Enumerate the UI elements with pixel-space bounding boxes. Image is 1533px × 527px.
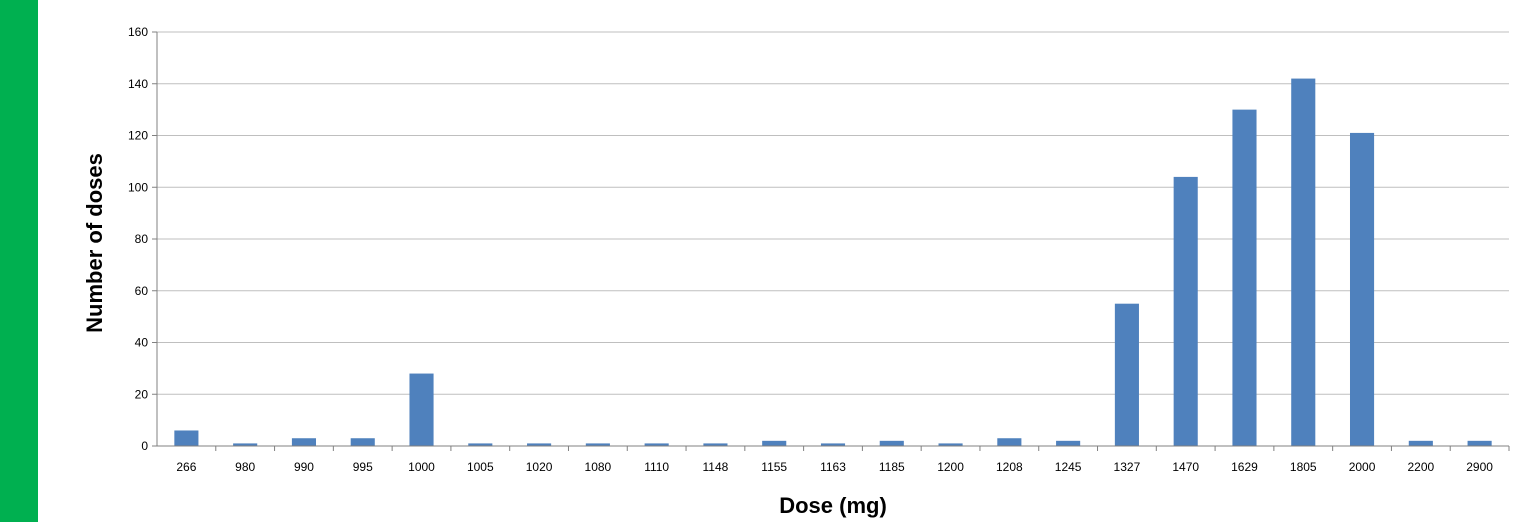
axes: [152, 31, 1510, 451]
bar-1805: [1291, 78, 1316, 446]
x-tick-label: 1208: [996, 460, 1023, 474]
bar-2200: [1408, 440, 1433, 446]
bar-1208: [997, 438, 1022, 446]
x-tick-label: 1629: [1231, 460, 1258, 474]
bar-1020: [527, 443, 552, 446]
x-tick-label: 2200: [1407, 460, 1434, 474]
bar-1148: [703, 443, 728, 446]
chart-container: 0 20 40 60 80 100 120 140 160 266 980 990 995 1000 10…: [38, 0, 1533, 522]
bar-1185: [879, 440, 904, 446]
x-tick-label: 1245: [1055, 460, 1082, 474]
bar-1005: [468, 443, 493, 446]
x-tick-label: 1200: [937, 460, 964, 474]
x-tick-label: 1148: [703, 460, 729, 474]
bar-1327: [1114, 303, 1139, 446]
y-axis-title: Number of doses: [82, 153, 107, 333]
y-tick-label: 20: [135, 387, 149, 401]
x-tick-label: 1155: [761, 460, 787, 474]
bar-1245: [1056, 440, 1081, 446]
grid-lines: [157, 31, 1509, 395]
bar-1000: [409, 373, 434, 446]
y-tick-labels: 0 20 40 60 80 100 120 140 160: [128, 25, 148, 453]
x-tick-label: 990: [294, 460, 314, 474]
green-side-bar: [0, 0, 38, 522]
x-tick-label: 1080: [585, 460, 612, 474]
x-tick-label: 1163: [820, 460, 846, 474]
bars: [174, 78, 1492, 446]
x-tick-label: 1470: [1172, 460, 1199, 474]
bar-1155: [762, 440, 787, 446]
x-tick-label: 980: [235, 460, 255, 474]
x-tick-labels: 266 980 990 995 1000 1005 1020 1080 1110 1148 1155…: [176, 460, 1493, 474]
x-tick-label: 1000: [408, 460, 435, 474]
y-tick-label: 60: [135, 284, 149, 298]
y-tick-label: 40: [135, 336, 149, 350]
bar-1629: [1232, 109, 1257, 446]
x-axis-title: Dose (mg): [779, 493, 887, 518]
y-tick-label: 80: [135, 232, 149, 246]
x-tick-label: 1327: [1114, 460, 1141, 474]
bar-266: [174, 430, 199, 446]
bar-1110: [644, 443, 669, 446]
x-tick-label: 995: [353, 460, 373, 474]
bar-990: [291, 438, 317, 446]
x-tick-label: 1020: [526, 460, 553, 474]
bar-995: [350, 438, 375, 446]
bar-1200: [938, 443, 963, 446]
x-tick-label: 2000: [1349, 460, 1376, 474]
bar-2900: [1467, 440, 1492, 446]
y-tick-label: 160: [128, 25, 148, 39]
x-tick-label: 1110: [644, 460, 669, 474]
y-tick-label: 100: [128, 180, 148, 194]
bar-chart: 0 20 40 60 80 100 120 140 160 266 980 990 995 1000 10…: [82, 25, 1510, 518]
bar-980: [233, 443, 258, 446]
x-tick-label: 1805: [1290, 460, 1317, 474]
x-tick-label: 266: [176, 460, 196, 474]
x-tick-label: 1005: [467, 460, 494, 474]
y-tick-label: 140: [128, 77, 148, 91]
bar-1080: [585, 443, 610, 446]
y-tick-label: 120: [128, 129, 148, 143]
x-tick-label: 2900: [1466, 460, 1493, 474]
bar-1470: [1173, 176, 1198, 446]
y-tick-label: 0: [141, 439, 148, 453]
bar-1163: [820, 443, 846, 446]
x-tick-label: 1185: [879, 460, 905, 474]
bar-2000: [1349, 132, 1375, 446]
